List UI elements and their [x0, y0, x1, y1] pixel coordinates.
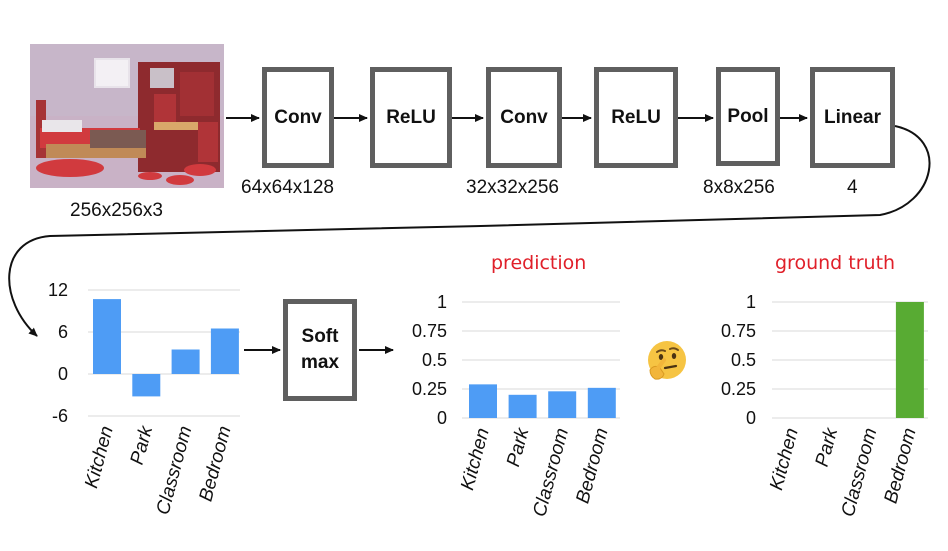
y-tick-label: 0.75 — [412, 321, 447, 341]
bar-park — [508, 394, 537, 418]
y-tick-label: 0 — [746, 408, 756, 428]
y-tick-label: 1 — [746, 292, 756, 312]
x-category-label-kitchen: Kitchen — [766, 426, 803, 493]
y-tick-label: 0.5 — [422, 350, 447, 370]
y-tick-label: 1 — [437, 292, 447, 312]
y-tick-label: 0.5 — [731, 350, 756, 370]
bar-classroom — [171, 349, 200, 374]
bar-park — [132, 374, 161, 397]
bar-kitchen — [469, 384, 497, 418]
y-tick-label: 0 — [437, 408, 447, 428]
bar-kitchen — [93, 299, 121, 374]
y-tick-label: 6 — [58, 322, 68, 342]
bar-bedroom — [587, 387, 616, 418]
x-category-label-bedroom: Bedroom — [880, 426, 920, 506]
bar-bedroom — [210, 328, 239, 374]
bar-bedroom — [895, 302, 924, 418]
y-tick-label: 0 — [58, 364, 68, 384]
thinking-face-icon — [648, 341, 686, 380]
y-tick-label: 0.75 — [721, 321, 756, 341]
bar-classroom — [548, 391, 577, 418]
y-tick-label: 12 — [48, 280, 68, 300]
y-tick-label: -6 — [52, 406, 68, 426]
x-category-label-classroom: Classroom — [838, 426, 882, 519]
softmax-label-line2: max — [300, 352, 340, 373]
x-category-label-park: Park — [812, 424, 843, 469]
y-tick-label: 0.25 — [412, 379, 447, 399]
y-tick-label: 0.25 — [721, 379, 756, 399]
